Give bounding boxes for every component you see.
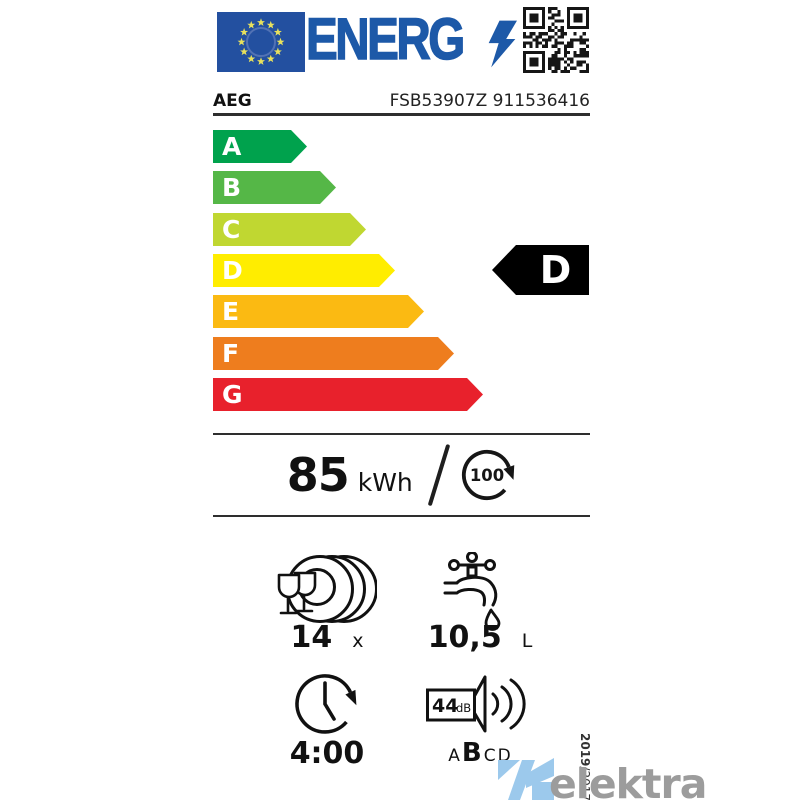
class-arrow-a: A <box>213 130 307 163</box>
noise-class-a: A <box>448 746 460 766</box>
class-letter: F <box>222 339 240 368</box>
capacity-value: 14 <box>290 620 333 655</box>
rating-pointer: D <box>492 245 589 295</box>
class-letter: C <box>222 215 241 244</box>
slash-divider <box>427 443 450 506</box>
noise-class-b: B <box>461 738 482 768</box>
watermark-text: elektra <box>549 760 707 800</box>
energy-value: 85 <box>286 447 350 502</box>
class-arrow-e: E <box>213 295 424 328</box>
class-letter: B <box>222 173 242 202</box>
class-arrow-g: G <box>213 378 483 411</box>
capacity-value-row: 14 x <box>252 620 402 655</box>
noise-class-c: C <box>483 746 496 766</box>
place-settings-icon <box>277 555 377 623</box>
class-arrow-b: B <box>213 171 336 204</box>
energy-unit: kWh <box>357 467 413 497</box>
noise-value: 44 <box>432 695 458 717</box>
clock-icon <box>295 674 357 734</box>
water-value-row: 10,5 L <box>405 620 555 655</box>
capacity-unit: x <box>352 630 364 652</box>
cycle-arrow-icon: 100 <box>462 449 515 500</box>
noise-unit: dB <box>456 701 471 715</box>
watermark-logo-icon <box>498 758 554 800</box>
class-arrow-f: F <box>213 337 454 370</box>
water-value: 10,5 <box>427 620 502 655</box>
class-arrow-c: C <box>213 213 366 246</box>
header-divider <box>213 113 590 116</box>
brand-name: AEG <box>213 91 252 111</box>
scale-divider <box>213 433 590 435</box>
energy-consumption: 85 kWh 100 <box>213 434 590 515</box>
water-unit: L <box>521 630 533 652</box>
class-letter: E <box>222 297 240 326</box>
lightning-bolt-icon <box>488 20 517 68</box>
model-number: FSB53907Z 911536416 <box>389 91 590 111</box>
energ-logo-text: ENERG <box>305 6 466 73</box>
class-letter: G <box>222 380 243 409</box>
class-arrow-d: D <box>213 254 395 287</box>
qr-code <box>523 7 589 73</box>
rating-letter: D <box>539 248 572 292</box>
duration-value-row: 4:00 <box>252 736 402 771</box>
cycles-value: 100 <box>470 465 504 484</box>
energy-divider <box>213 515 590 517</box>
eu-flag-icon <box>217 12 305 72</box>
water-tap-icon <box>443 552 501 631</box>
duration-value: 4:00 <box>289 736 365 771</box>
speaker-icon: 44 dB <box>426 675 526 733</box>
class-letter: D <box>222 256 243 285</box>
class-letter: A <box>222 132 242 161</box>
